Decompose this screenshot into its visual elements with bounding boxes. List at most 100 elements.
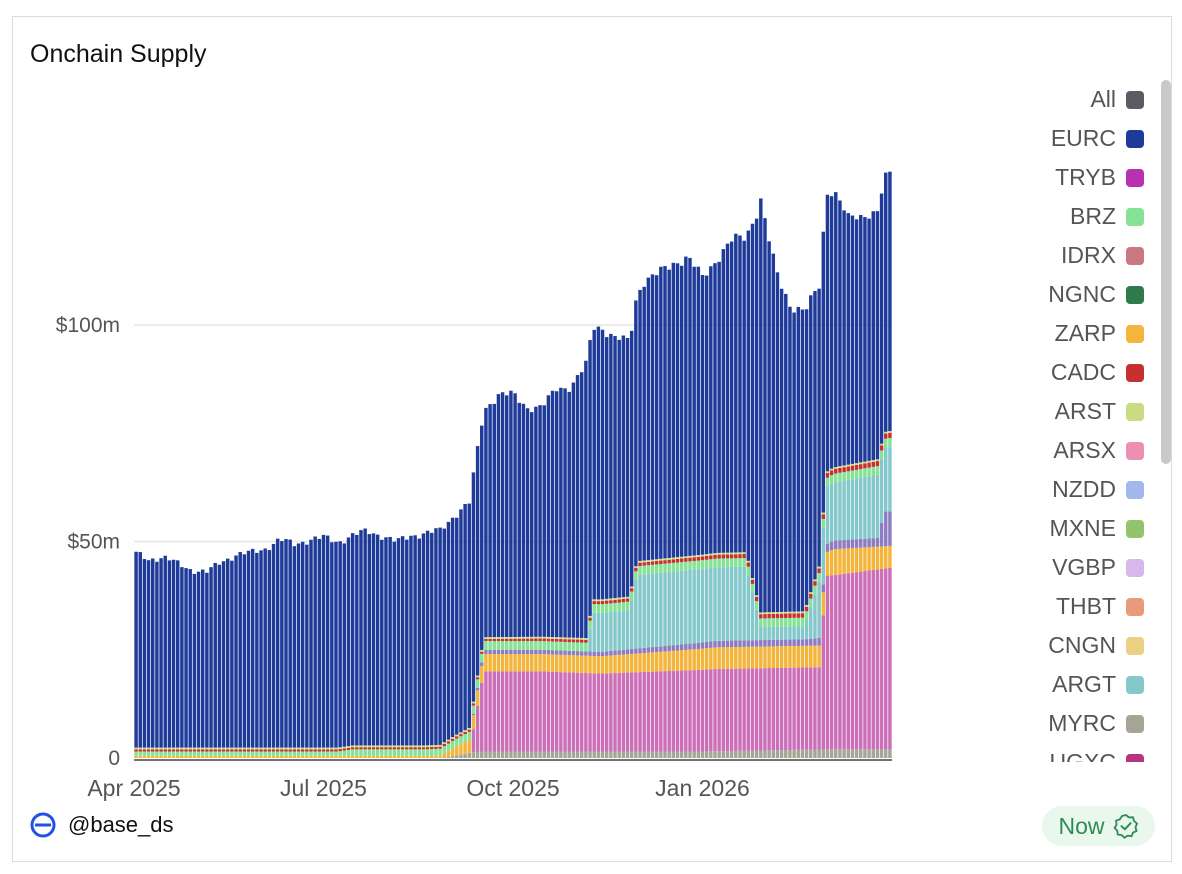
bar-vgbp [854,539,859,548]
bar-zarp [555,654,559,672]
legend-item-zarp[interactable]: ZARP [1055,314,1144,353]
legend-item-mxne[interactable]: MXNE [1050,509,1144,548]
bar-argt [667,571,671,646]
bar-arst [434,745,438,747]
bar-vgbp [692,643,696,650]
legend-item-arsx[interactable]: ARSX [1053,431,1144,470]
bar-eurc [704,275,709,555]
bar-zarp [384,755,388,758]
bar-eurc [829,196,834,469]
bar-zarp [575,655,580,673]
bar-myrc [734,750,738,758]
bar-eurc [717,261,721,553]
bar-zarp [192,755,197,758]
legend-item-tryb[interactable]: TRYB [1055,158,1144,197]
bar-myrc [505,751,509,758]
bar-eurc [313,536,317,748]
bar-eurc [688,257,692,556]
bar-brz [688,561,692,570]
bar-zarp [288,755,292,758]
bar-argt [596,612,601,652]
source-credit[interactable]: @base_ds [30,812,174,838]
bar-cadc [446,741,451,744]
bar-brz [309,751,313,756]
bar-cadc [742,553,746,559]
bar-tryb [559,672,563,752]
bar-cadc [575,639,580,643]
legend-item-eurc[interactable]: EURC [1051,119,1144,158]
legend-item-cadc[interactable]: CADC [1051,353,1144,392]
bar-zarp [854,547,859,573]
bar-zarp [863,547,867,572]
bar-cadc [571,639,576,643]
bar-arst [725,552,730,555]
bar-tryb [617,672,621,752]
bar-arst [146,747,151,750]
legend-item-ngnc[interactable]: NGNC [1048,275,1144,314]
bar-tryb [663,671,667,752]
legend-item-idrx[interactable]: IDRX [1061,236,1144,275]
bar-brz [809,598,813,608]
bar-eurc [442,528,447,743]
bar-zarp [513,654,517,672]
bar-eurc [713,263,717,554]
bar-cadc [821,514,826,519]
legend-item-cngn[interactable]: CNGN [1048,626,1144,665]
source-handle[interactable]: @base_ds [68,812,174,837]
bar-cadc [459,734,463,737]
bar-arst [525,636,530,639]
bar-zarp [446,750,451,757]
legend-item-all[interactable]: All [1090,80,1144,119]
bar-arst [421,745,426,748]
bar-zarp [613,655,617,674]
legend-item-myrc[interactable]: MYRC [1048,704,1144,743]
bar-tryb [555,671,559,752]
bar-eurc [588,340,592,616]
bar-tryb [838,574,842,750]
legend-swatch [1126,441,1144,460]
legend-item-nzdd[interactable]: NZDD [1052,470,1144,509]
bar-vgbp [596,651,601,657]
legend-swatch [1126,519,1144,538]
live-status-badge[interactable]: Now [1042,806,1155,846]
bar-brz [184,751,188,756]
legend-item-thbt[interactable]: THBT [1056,587,1144,626]
bar-myrc [888,749,892,758]
legend-item-arst[interactable]: ARST [1055,392,1144,431]
bar-myrc [480,751,484,758]
bar-brz [579,642,584,652]
bar-brz [384,749,388,756]
bar-arst [246,747,251,750]
bar-myrc [542,751,546,758]
bar-zarp [888,545,892,568]
bar-cadc [888,432,892,438]
bar-cadc [875,461,880,467]
bar-zarp [380,755,384,758]
legend-item-vgbp[interactable]: VGBP [1052,548,1144,587]
legend-item-ugxc[interactable]: UGXC [1050,743,1144,762]
legend-item-brz[interactable]: BRZ [1070,197,1144,236]
bar-arst [842,465,846,468]
bar-eurc [867,218,871,461]
bar-arst [163,747,167,750]
bar-myrc [709,751,713,758]
bar-eurc [579,372,584,638]
bar-cadc [659,560,663,565]
bar-cadc [350,747,355,750]
bar-vgbp [721,640,726,648]
legend-item-argt[interactable]: ARGT [1052,665,1144,704]
bar-arst [717,552,721,555]
bar-eurc [438,527,442,745]
bar-zarp [667,651,671,672]
bar-myrc [467,752,471,758]
legend-scrollbar-thumb[interactable] [1161,80,1171,464]
bar-arst [692,555,696,558]
bar-cadc [305,749,309,752]
bar-eurc [759,198,763,613]
bar-zarp [234,755,238,758]
bar-arst [642,560,646,563]
bar-eurc [455,517,459,735]
bar-myrc [592,751,596,758]
bar-myrc [725,751,730,758]
bar-zarp [825,551,830,576]
